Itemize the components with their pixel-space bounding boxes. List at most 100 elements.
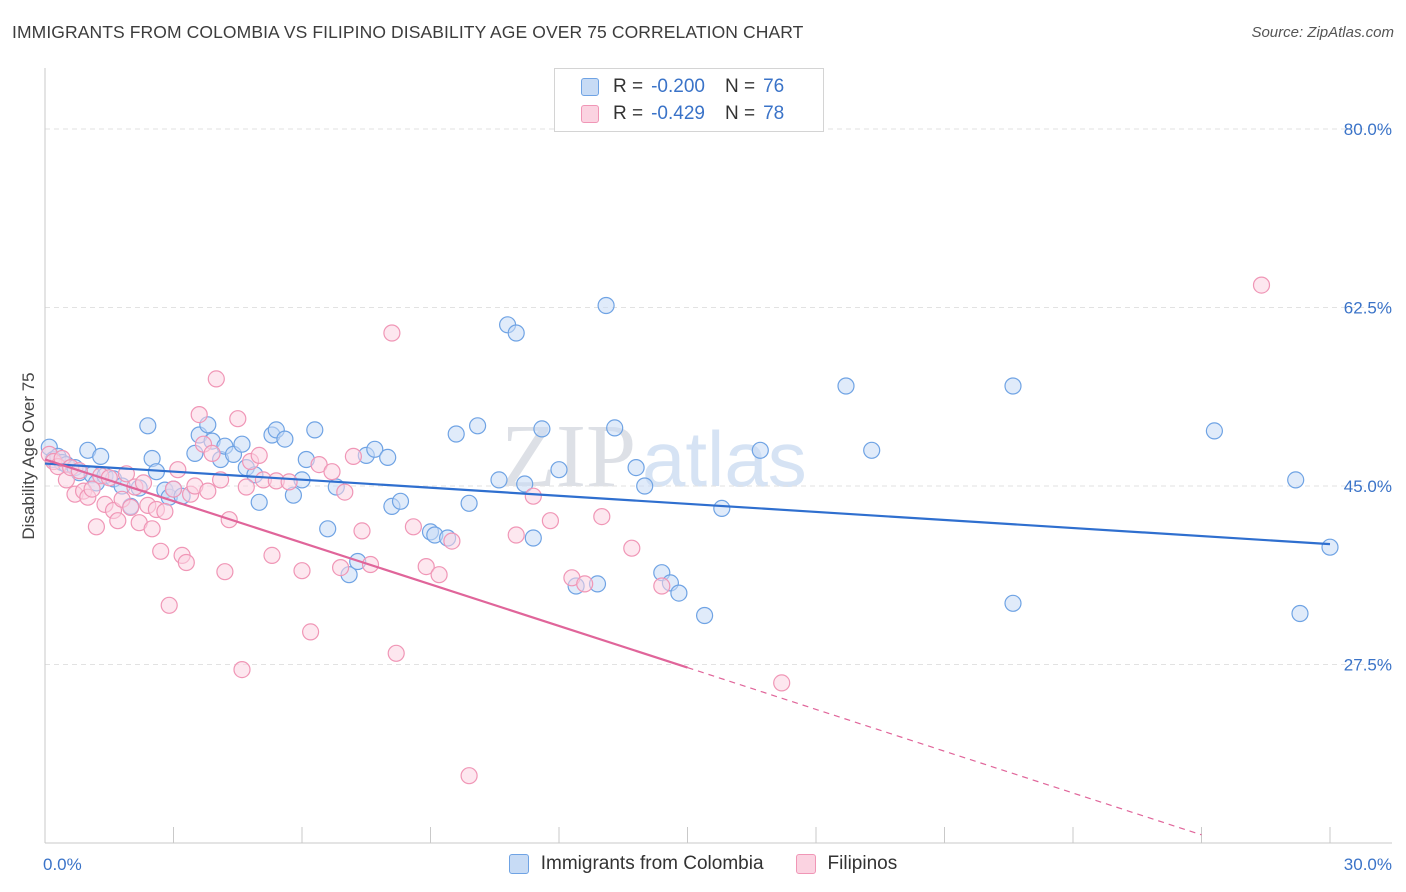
legend-item-colombia[interactable]: Immigrants from Colombia <box>508 853 764 875</box>
data-point <box>87 518 106 536</box>
data-point <box>443 532 461 550</box>
data-point <box>1287 471 1305 489</box>
y-tick-label: 45.0% <box>1344 477 1392 496</box>
x-tick-labels: 0.0% 30.0% <box>43 855 1392 874</box>
data-point <box>319 520 337 538</box>
data-point <box>1004 377 1022 395</box>
data-point <box>863 441 881 459</box>
data-point <box>469 417 487 435</box>
data-point <box>122 498 140 516</box>
data-point <box>199 482 217 500</box>
data-point <box>417 557 435 576</box>
data-point <box>391 492 410 510</box>
data-point <box>773 674 791 692</box>
r-value: -0.200 <box>651 76 705 97</box>
data-point <box>233 660 251 679</box>
chart-title: IMMIGRANTS FROM COLOMBIA VS FILIPINO DIS… <box>12 22 804 42</box>
swatch-colombia <box>581 78 599 96</box>
data-point <box>670 584 688 602</box>
data-point <box>1004 594 1022 612</box>
data-point <box>164 480 183 498</box>
data-point <box>177 553 195 572</box>
data-point <box>344 447 362 465</box>
data-point <box>593 507 611 526</box>
data-point <box>550 461 568 479</box>
data-point <box>1252 276 1271 294</box>
data-point <box>216 563 234 581</box>
data-point <box>302 623 320 641</box>
data-point <box>190 406 208 424</box>
data-point <box>1205 422 1224 440</box>
data-point <box>576 575 594 593</box>
y-tick-labels: 27.5% 45.0% 62.5% 80.0% <box>1344 120 1392 675</box>
data-point <box>203 444 221 462</box>
data-point <box>404 518 422 536</box>
data-point <box>383 324 401 342</box>
data-point <box>169 461 187 479</box>
r-label: R = <box>613 76 644 97</box>
trend-line-1 <box>44 458 688 669</box>
data-point <box>276 430 294 448</box>
data-point <box>280 473 298 491</box>
data-point <box>323 463 341 481</box>
data-point <box>524 487 542 505</box>
legend-label-colombia: Immigrants from Colombia <box>540 853 764 874</box>
data-point <box>430 566 448 584</box>
data-point <box>597 296 615 315</box>
data-point <box>237 478 255 496</box>
data-point <box>507 324 525 342</box>
data-point <box>447 425 465 443</box>
legend-swatch-filipinos <box>795 854 816 874</box>
data-point <box>207 370 225 388</box>
data-point <box>460 767 478 785</box>
data-point <box>516 475 534 493</box>
data-point <box>233 435 251 453</box>
data-point <box>92 447 110 465</box>
data-point <box>229 410 247 428</box>
x-tick-label: 30.0% <box>1344 855 1392 874</box>
data-point <box>490 471 508 489</box>
data-point <box>306 421 324 439</box>
points-filipinos <box>40 276 1271 785</box>
data-point <box>524 529 542 547</box>
data-point <box>1291 604 1309 623</box>
n-label: N = <box>724 76 756 97</box>
data-point <box>627 459 645 477</box>
y-axis-label: Disability Age Over 75 <box>19 372 38 539</box>
trend-line-0 <box>44 462 1331 546</box>
data-point <box>460 494 478 512</box>
grid <box>45 128 1392 665</box>
data-point <box>332 558 350 577</box>
data-point <box>636 477 654 495</box>
data-point <box>541 512 560 530</box>
data-point <box>293 562 311 580</box>
n-label: N = <box>724 103 756 124</box>
r-value: -0.429 <box>651 103 705 124</box>
n-value: 76 <box>763 76 785 97</box>
data-point <box>606 419 624 437</box>
y-tick-label: 80.0% <box>1344 120 1392 139</box>
y-tick-label: 62.5% <box>1344 299 1392 318</box>
legend-item-filipinos[interactable]: Filipinos <box>795 853 898 875</box>
data-point <box>310 456 328 474</box>
trend-lines <box>44 458 1331 836</box>
legend-label-filipinos: Filipinos <box>827 853 898 874</box>
data-point <box>1321 538 1339 556</box>
watermark-atlas: atlas <box>642 415 807 503</box>
data-point <box>366 440 384 458</box>
data-point <box>152 542 170 560</box>
data-point <box>353 522 371 540</box>
data-point <box>156 502 174 521</box>
data-point <box>250 446 268 464</box>
data-point <box>533 420 551 438</box>
data-point <box>83 480 101 498</box>
series-legend: Immigrants from Colombia Filipinos <box>0 851 1406 877</box>
r-label: R = <box>613 103 644 124</box>
data-point <box>653 577 671 595</box>
stats-row-filipinos: R = -0.429 N = 78 <box>581 101 784 127</box>
swatch-filipinos <box>581 105 599 123</box>
data-point <box>837 377 855 395</box>
data-point <box>336 483 354 501</box>
data-point <box>751 441 769 459</box>
